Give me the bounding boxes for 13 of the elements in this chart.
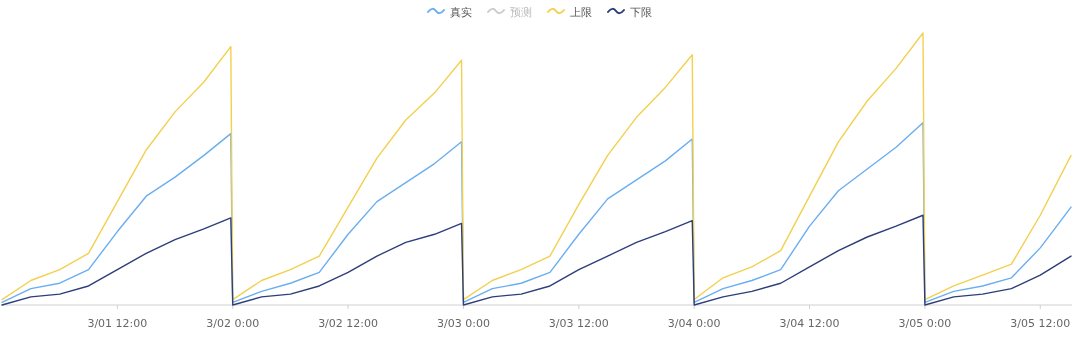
x-tick-label: 3/04 0:00 <box>667 317 721 330</box>
x-tick-label: 3/04 12:00 <box>779 317 840 330</box>
x-tick-label: 3/03 12:00 <box>548 317 609 330</box>
x-tick-label: 3/02 0:00 <box>206 317 260 330</box>
legend-label: 下限 <box>630 6 652 19</box>
x-tick-label: 3/03 0:00 <box>437 317 490 330</box>
legend-label: 预测 <box>510 6 532 19</box>
legend-label: 真实 <box>450 6 472 19</box>
x-tick-label: 3/02 12:00 <box>318 317 379 330</box>
x-tick-label: 3/05 12:00 <box>1010 317 1071 330</box>
x-tick-label: 3/05 0:00 <box>898 317 952 330</box>
x-tick-label: 3/01 12:00 <box>87 317 148 330</box>
legend-label: 上限 <box>570 6 592 19</box>
